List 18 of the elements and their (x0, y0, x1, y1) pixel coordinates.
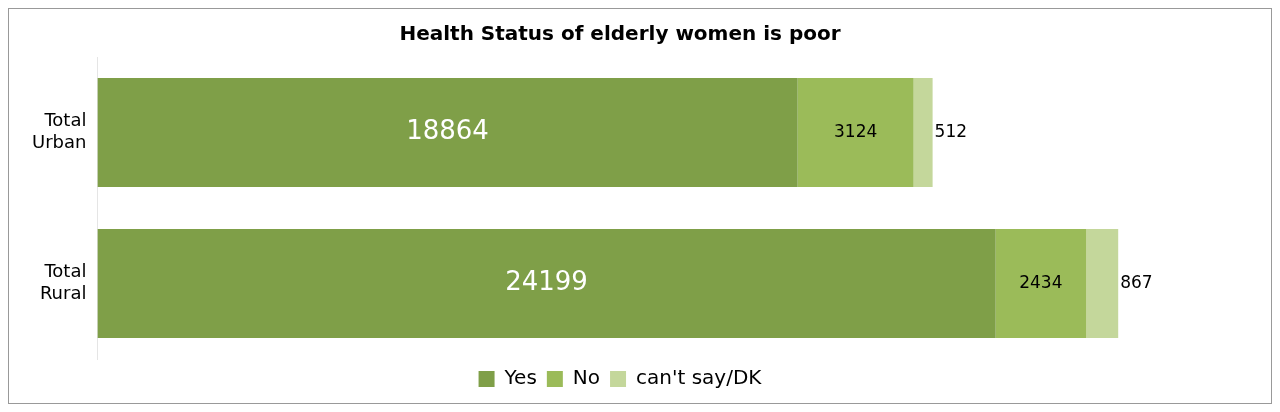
data-label: 24199 (505, 266, 588, 297)
data-label: 867 (1120, 271, 1153, 292)
bar (97, 77, 798, 188)
legend-label: can't say/DK (636, 365, 763, 390)
data-label: 512 (934, 120, 968, 141)
legend-label: No (572, 365, 601, 390)
data-label: 2434 (1019, 271, 1063, 292)
y-tick-label: Total Rural (39, 260, 87, 303)
bar (97, 228, 996, 339)
bar (913, 77, 933, 188)
data-label: 3124 (833, 120, 878, 141)
bar (797, 77, 914, 188)
y-tick-label: Total Urban (31, 109, 87, 152)
legend-label: Yes (503, 365, 537, 390)
bar (995, 228, 1087, 339)
bar (1086, 228, 1119, 339)
data-label: 18864 (406, 115, 489, 146)
chart-title: Health Status of elderly women is poor (399, 21, 841, 46)
